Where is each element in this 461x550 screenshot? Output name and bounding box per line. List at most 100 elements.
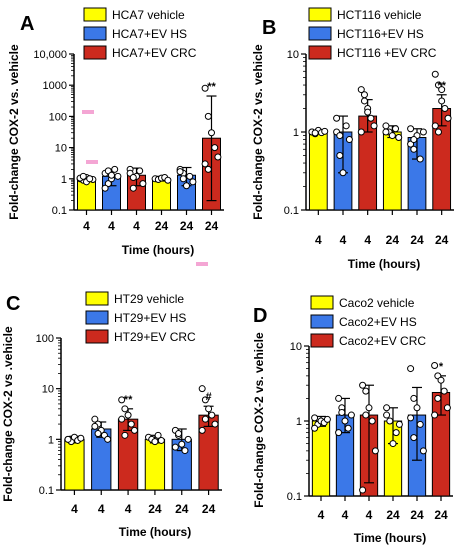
data-point <box>336 132 344 140</box>
data-point <box>208 411 216 419</box>
legend-swatch <box>310 333 334 348</box>
data-point <box>333 114 341 122</box>
legend-label: Caco2+EV CRC <box>339 334 426 348</box>
y-axis-title: Fold-change COX-2 vs. vehicle <box>252 332 266 508</box>
data-point <box>118 396 126 404</box>
x-axis-title: Time (hours) <box>348 257 420 271</box>
bar <box>64 438 85 491</box>
data-point <box>201 84 209 92</box>
data-point <box>179 175 187 183</box>
data-point <box>201 396 209 404</box>
data-point <box>440 387 448 395</box>
y-axis-title: Fold-change COX-2 vs. vehicle <box>251 44 265 220</box>
x-tick-label: 4 <box>108 219 115 233</box>
x-tick-label: 24 <box>155 219 169 233</box>
data-point <box>124 411 132 419</box>
data-point <box>431 70 439 78</box>
x-tick-label: 4 <box>342 508 349 522</box>
legend-swatch <box>308 26 332 41</box>
data-point <box>359 381 367 389</box>
legend-label: HCA7+EV CRC <box>112 46 197 60</box>
data-point <box>383 404 391 412</box>
data-point <box>311 414 319 422</box>
y-tick-label: 1 <box>296 416 302 428</box>
y-tick-label: 100 <box>49 111 67 123</box>
x-tick-label: 24 <box>434 508 448 522</box>
data-point <box>189 178 197 186</box>
legend-swatch <box>85 291 109 306</box>
data-point <box>444 114 452 122</box>
data-point <box>382 128 390 136</box>
data-point <box>136 167 144 175</box>
data-point <box>431 361 439 369</box>
data-point <box>86 175 94 183</box>
y-tick-label: 10 <box>290 341 302 353</box>
data-point <box>121 431 129 439</box>
legend-label: Caco2+EV HS <box>339 315 417 329</box>
data-point <box>431 411 439 419</box>
y-tick-label: 0.1 <box>284 205 299 217</box>
data-point <box>204 112 212 120</box>
data-point <box>410 434 418 442</box>
x-tick-label: 4 <box>125 502 132 516</box>
panel-letter: C <box>6 293 20 315</box>
legend-swatch <box>85 329 109 344</box>
data-point <box>339 169 347 177</box>
data-point <box>347 411 355 419</box>
y-tick-label: 10 <box>42 384 54 396</box>
legend-swatch <box>83 26 107 41</box>
x-tick-label: 24 <box>386 508 400 522</box>
data-point <box>208 129 215 137</box>
data-point <box>362 387 370 395</box>
data-point <box>365 404 373 412</box>
data-point <box>91 415 99 423</box>
legend-label: HT29+EV CRC <box>114 330 196 344</box>
panel-letter: A <box>20 13 34 35</box>
data-point <box>344 424 352 432</box>
data-point <box>94 430 102 438</box>
x-tick-label: 24 <box>410 233 424 247</box>
panel-letter: B <box>262 17 276 39</box>
data-point <box>437 376 445 384</box>
data-point <box>382 122 390 130</box>
data-point <box>321 127 329 135</box>
legend-label: HT29+EV HS <box>114 311 186 325</box>
y-tick-label: 100 <box>36 333 54 345</box>
legend-label: HCA7+EV HS <box>112 27 187 41</box>
data-point <box>127 420 135 428</box>
data-point <box>345 136 353 144</box>
data-point <box>64 435 72 443</box>
legend-swatch <box>308 45 332 60</box>
data-point <box>184 435 192 443</box>
data-point <box>336 151 344 159</box>
x-axis-title: Time (hours) <box>354 531 426 545</box>
y-tick-label: 10 <box>287 49 299 61</box>
data-point <box>392 429 400 437</box>
data-point <box>91 422 99 430</box>
data-point <box>395 134 403 142</box>
data-point <box>419 128 427 136</box>
y-tick-label: 10,000 <box>33 49 67 61</box>
panel-a: A HCA7 vehicle HCA7+EV HS HCA7+EV CRC 0.1 1 10… <box>7 7 224 257</box>
x-tick-label: 4 <box>315 233 322 247</box>
legend-label: HCT116+EV HS <box>337 27 424 41</box>
legend-swatch <box>83 45 107 60</box>
data-point <box>129 174 137 182</box>
data-point <box>77 434 85 442</box>
data-point <box>383 411 391 419</box>
x-tick-label: 4 <box>366 508 373 522</box>
significance-label: ** <box>207 81 216 93</box>
data-point <box>204 165 212 173</box>
data-point <box>416 155 424 163</box>
data-point <box>360 97 368 105</box>
data-point <box>175 430 183 438</box>
data-point <box>395 420 403 428</box>
data-point <box>335 394 343 402</box>
panel-d: D Caco2 vehicle Caco2+EV HS Caco2+EV CRC 0.1… <box>252 295 453 545</box>
data-point <box>441 105 449 113</box>
x-tick-label: 24 <box>180 219 194 233</box>
data-point <box>129 184 137 192</box>
data-point <box>407 414 415 422</box>
y-tick-label: 0.1 <box>287 491 302 503</box>
